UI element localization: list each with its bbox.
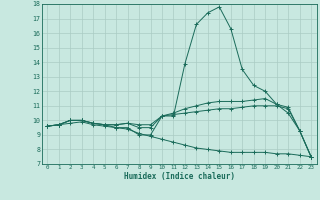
X-axis label: Humidex (Indice chaleur): Humidex (Indice chaleur) bbox=[124, 172, 235, 181]
